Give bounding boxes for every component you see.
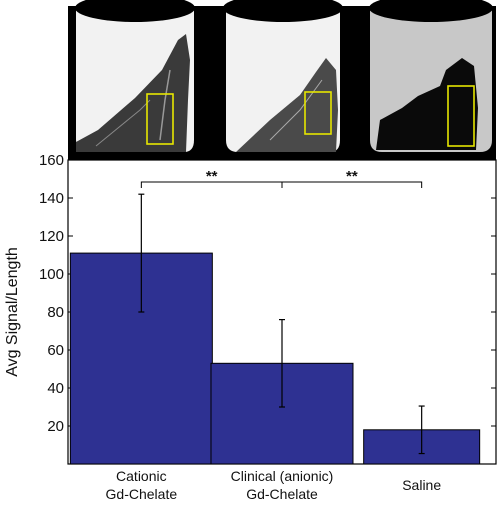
roi-box bbox=[304, 91, 332, 135]
mri-panel-clinical bbox=[223, 0, 343, 152]
significance-label: ** bbox=[346, 168, 358, 185]
mri-panel-cationic bbox=[75, 0, 195, 152]
mri-image-strip bbox=[68, 0, 496, 160]
x-tick-label: Gd-Chelate bbox=[246, 486, 318, 502]
significance-label: ** bbox=[206, 168, 218, 185]
y-tick-label: 160 bbox=[39, 152, 64, 169]
y-tick-label: 80 bbox=[47, 304, 64, 321]
y-tick-label: 100 bbox=[39, 266, 64, 283]
bars-group bbox=[69, 252, 481, 465]
x-tick-label: Saline bbox=[402, 477, 441, 493]
x-tick-label: Cationic bbox=[116, 468, 167, 484]
y-tick-label: 60 bbox=[47, 342, 64, 359]
y-axis-title: Avg Signal/Length bbox=[4, 247, 21, 377]
y-tick-label: 120 bbox=[39, 228, 64, 245]
x-tick-label: Gd-Chelate bbox=[106, 486, 178, 502]
y-tick-label: 40 bbox=[47, 380, 64, 397]
significance-bracket bbox=[281, 181, 423, 188]
y-tick-label: 20 bbox=[47, 418, 64, 435]
roi-box bbox=[447, 85, 475, 147]
y-axis: 20 40 60 80 100 120 140 160 bbox=[39, 152, 496, 435]
mri-panel-saline bbox=[369, 0, 493, 152]
x-axis-labels: Cationic Gd-Chelate Clinical (anionic) Gd-C… bbox=[106, 468, 442, 502]
error-bars-group bbox=[138, 193, 425, 455]
x-tick-label: Clinical (anionic) bbox=[231, 468, 334, 484]
significance-group: ** ** bbox=[140, 168, 423, 188]
roi-box bbox=[146, 93, 174, 145]
y-tick-label: 140 bbox=[39, 190, 64, 207]
